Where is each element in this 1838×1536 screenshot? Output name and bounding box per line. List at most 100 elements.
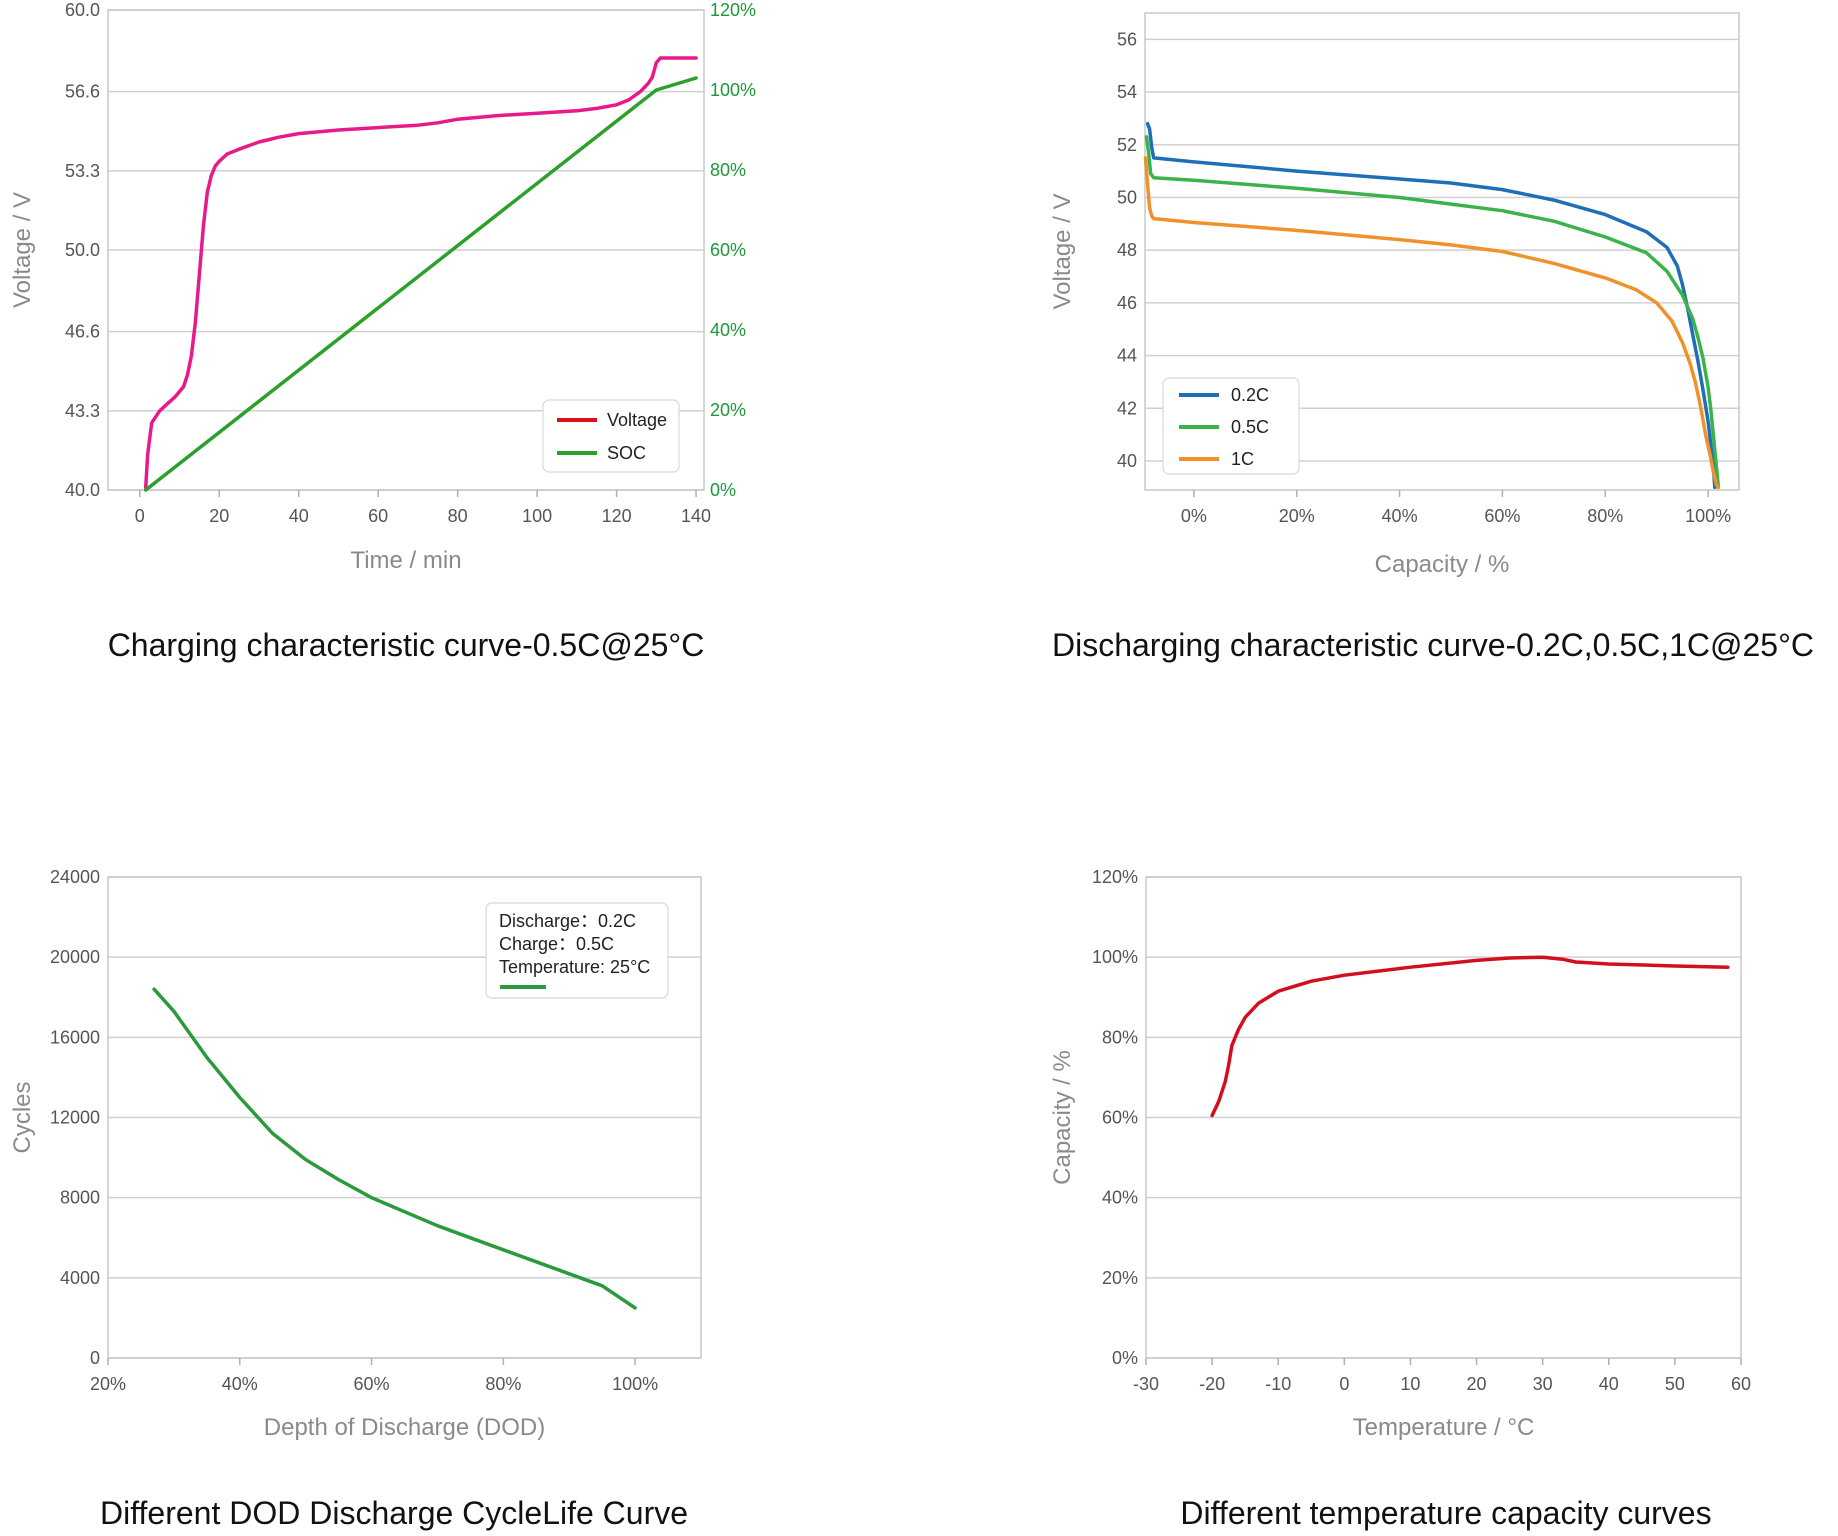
x-tick-label: 20%: [90, 1374, 126, 1394]
x-axis-title: Capacity / %: [1375, 551, 1510, 578]
series-line-dod: [152, 987, 637, 1310]
y-tick-label: 8000: [60, 1188, 100, 1208]
y2-tick-label: 40%: [710, 320, 746, 340]
plot-frame: [1144, 12, 1740, 491]
y-tick-label: 56: [1117, 29, 1137, 49]
plot-frame: [1145, 876, 1742, 1359]
chart-caption: Different temperature capacity curves: [1180, 1495, 1711, 1531]
x-tick-label: 100%: [612, 1374, 658, 1394]
x-tick-label: 0: [1339, 1374, 1349, 1394]
x-tick-label: -10: [1265, 1374, 1291, 1394]
x-tick-label: 40: [289, 506, 309, 526]
x-tick-label: 60: [1731, 1374, 1751, 1394]
x-tick-label: 0%: [1181, 506, 1207, 526]
x-tick-label: 50: [1665, 1374, 1685, 1394]
legend-label: SOC: [607, 443, 646, 463]
series-line-soc: [143, 76, 698, 492]
plot-frame: [107, 876, 702, 1359]
x-tick-label: 60: [368, 506, 388, 526]
y2-tick-label: 80%: [710, 160, 746, 180]
legend-label: 1C: [1231, 449, 1254, 469]
chart-caption: Different DOD Discharge CycleLife Curve: [100, 1495, 688, 1531]
y-tick-label: 40.0: [65, 480, 100, 500]
legend-label: Voltage: [607, 410, 667, 430]
charging-chart: 40.0 43.3 46.6 50.0 53.3 56.6 60.0 0 20 40 60 80 100…: [9, 0, 756, 663]
y-tick-label: 52: [1117, 135, 1137, 155]
x-axis-title: Temperature / °C: [1353, 1414, 1535, 1441]
series-line-0-2c: [1145, 121, 1717, 490]
y-tick-label: 56.6: [65, 82, 100, 102]
legend-label: 0.5C: [1231, 417, 1269, 437]
y-tick-label: 24000: [50, 867, 100, 887]
y-tick-label: 42: [1117, 398, 1137, 418]
x-tick-label: 20: [1467, 1374, 1487, 1394]
y2-tick-label: 100%: [710, 80, 756, 100]
y-tick-label: 46: [1117, 293, 1137, 313]
y-tick-label: 40: [1117, 451, 1137, 471]
y-tick-label: 60%: [1102, 1108, 1138, 1128]
legend-condition-text: Discharge：0.2C: [499, 911, 636, 931]
x-tick-label: 100: [522, 506, 552, 526]
y-tick-label: 120%: [1092, 867, 1138, 887]
temperature-capacity-chart: 0% 20% 40% 60% 80% 100% 120% -30 -20 -10 0 10 20 30 40…: [1049, 867, 1751, 1531]
y-tick-label: 48: [1117, 240, 1137, 260]
y-tick-label: 50.0: [65, 240, 100, 260]
x-tick-label: 10: [1400, 1374, 1420, 1394]
x-axis-title: Time / min: [350, 547, 461, 574]
y2-tick-label: 20%: [710, 400, 746, 420]
x-tick-label: 80: [448, 506, 468, 526]
y-tick-label: 16000: [50, 1027, 100, 1047]
y-tick-label: 60.0: [65, 0, 100, 20]
dod-cyclelife-chart: 0 4000 8000 12000 16000 20000 24000 20% 40% 60% 80…: [9, 867, 702, 1531]
y-tick-label: 53.3: [65, 161, 100, 181]
series-line-1c: [1143, 156, 1721, 490]
y-tick-label: 54: [1117, 82, 1137, 102]
y-tick-label: 80%: [1102, 1027, 1138, 1047]
x-tick-label: 60%: [1484, 506, 1520, 526]
series-line-temperature: [1210, 955, 1730, 1118]
y-tick-label: 44: [1117, 346, 1137, 366]
y2-tick-label: 120%: [710, 0, 756, 20]
legend-label: 0.2C: [1231, 385, 1269, 405]
x-tick-label: 120: [602, 506, 632, 526]
chart-caption: Charging characteristic curve-0.5C@25°C: [108, 627, 705, 663]
y-axis-title: Cycles: [9, 1081, 36, 1153]
y-tick-label: 46.6: [65, 322, 100, 342]
legend-box: [1162, 377, 1300, 475]
x-tick-label: -30: [1133, 1374, 1159, 1394]
y-axis-title: Voltage / V: [1049, 193, 1076, 309]
x-tick-label: -20: [1199, 1374, 1225, 1394]
x-tick-label: 60%: [354, 1374, 390, 1394]
y-tick-label: 20%: [1102, 1268, 1138, 1288]
y-tick-label: 50: [1117, 187, 1137, 207]
y-axis-title: Voltage / V: [9, 192, 36, 308]
x-tick-label: 40: [1599, 1374, 1619, 1394]
y-axis-title: Capacity / %: [1049, 1050, 1076, 1185]
chart-caption: Discharging characteristic curve-0.2C,0.…: [1052, 627, 1814, 663]
x-tick-label: 20%: [1279, 506, 1315, 526]
x-tick-label: 80%: [1587, 506, 1623, 526]
y-tick-label: 0: [90, 1348, 100, 1368]
x-tick-label: 30: [1533, 1374, 1553, 1394]
x-tick-label: 20: [209, 506, 229, 526]
y-tick-label: 4000: [60, 1268, 100, 1288]
y-tick-label: 100%: [1092, 947, 1138, 967]
plot-frame: [107, 9, 705, 491]
x-tick-label: 0: [135, 506, 145, 526]
legend-condition-text: Charge：0.5C: [499, 934, 614, 954]
discharging-chart: 40 42 44 46 48 50 52 54 56 0% 20% 40% 60% 80% 100% Capa…: [1049, 12, 1814, 663]
y-tick-label: 12000: [50, 1108, 100, 1128]
y-tick-label: 0%: [1112, 1348, 1138, 1368]
x-tick-label: 80%: [485, 1374, 521, 1394]
x-axis-title: Depth of Discharge (DOD): [264, 1414, 545, 1441]
x-tick-label: 40%: [222, 1374, 258, 1394]
x-tick-label: 100%: [1685, 506, 1731, 526]
y2-tick-label: 60%: [710, 240, 746, 260]
y2-tick-label: 0%: [710, 480, 736, 500]
series-line-voltage: [143, 56, 698, 490]
x-tick-label: 140: [681, 506, 711, 526]
legend-box: [485, 902, 669, 999]
x-tick-label: 40%: [1382, 506, 1418, 526]
y-tick-label: 43.3: [65, 401, 100, 421]
